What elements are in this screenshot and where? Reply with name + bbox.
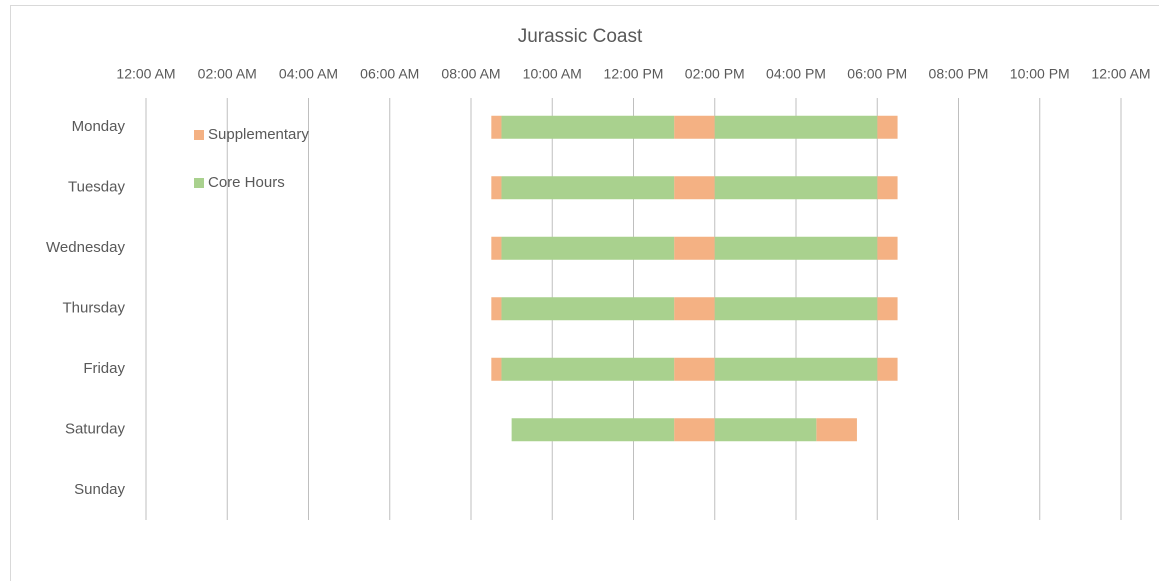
bar-segment (674, 176, 715, 200)
x-tick-label: 08:00 AM (441, 66, 500, 82)
bar-segment (714, 236, 878, 260)
bar-segment (501, 115, 675, 139)
legend-label: Core Hours (208, 174, 285, 191)
bar-segment (511, 418, 675, 442)
x-tick-label: 02:00 AM (198, 66, 257, 82)
y-tick-label: Sunday (74, 481, 125, 498)
bar-segment (877, 115, 898, 139)
y-tick-label: Tuesday (68, 179, 125, 196)
x-tick-label: 06:00 AM (360, 66, 419, 82)
legend-swatch (194, 178, 204, 188)
y-tick-label: Wednesday (46, 239, 125, 256)
x-tick-label: 06:00 PM (847, 66, 907, 82)
y-tick-label: Thursday (62, 300, 125, 317)
x-tick-label: 02:00 PM (685, 66, 745, 82)
x-tick-label: 12:00 AM (116, 66, 175, 82)
bar-segment (501, 297, 675, 321)
x-tick-label: 10:00 PM (1010, 66, 1070, 82)
bar-segment (877, 357, 898, 381)
x-tick-label: 12:00 PM (604, 66, 664, 82)
bar-segment (674, 297, 715, 321)
x-tick-label: 12:00 AM (1091, 66, 1150, 82)
bar-segment (714, 357, 878, 381)
bar-segment (714, 115, 878, 139)
x-tick-label: 04:00 PM (766, 66, 826, 82)
legend-label: Supplementary (208, 126, 309, 143)
chart-border (10, 5, 1159, 581)
bar-segment (491, 236, 502, 260)
x-tick-label: 04:00 AM (279, 66, 338, 82)
x-tick-label: 08:00 PM (929, 66, 989, 82)
bar-segment (877, 176, 898, 200)
bar-segment (714, 418, 817, 442)
bar-segment (501, 236, 675, 260)
bar-segment (491, 357, 502, 381)
bar-segment (674, 236, 715, 260)
bar-segment (501, 176, 675, 200)
x-tick-label: 10:00 AM (523, 66, 582, 82)
bar-segment (491, 176, 502, 200)
y-tick-label: Monday (72, 118, 126, 135)
chart-title: Jurassic Coast (518, 26, 643, 47)
bar-segment (501, 357, 675, 381)
bar-segment (816, 418, 857, 442)
bar-segment (674, 418, 715, 442)
bar-segment (714, 176, 878, 200)
bar-segment (674, 357, 715, 381)
bar-segment (877, 297, 898, 321)
bar-segment (674, 115, 715, 139)
bar-segment (877, 236, 898, 260)
y-tick-label: Saturday (65, 421, 126, 438)
bar-segment (491, 297, 502, 321)
y-tick-label: Friday (83, 360, 125, 377)
bar-segment (714, 297, 878, 321)
legend-swatch (194, 130, 204, 140)
bar-segment (491, 115, 502, 139)
